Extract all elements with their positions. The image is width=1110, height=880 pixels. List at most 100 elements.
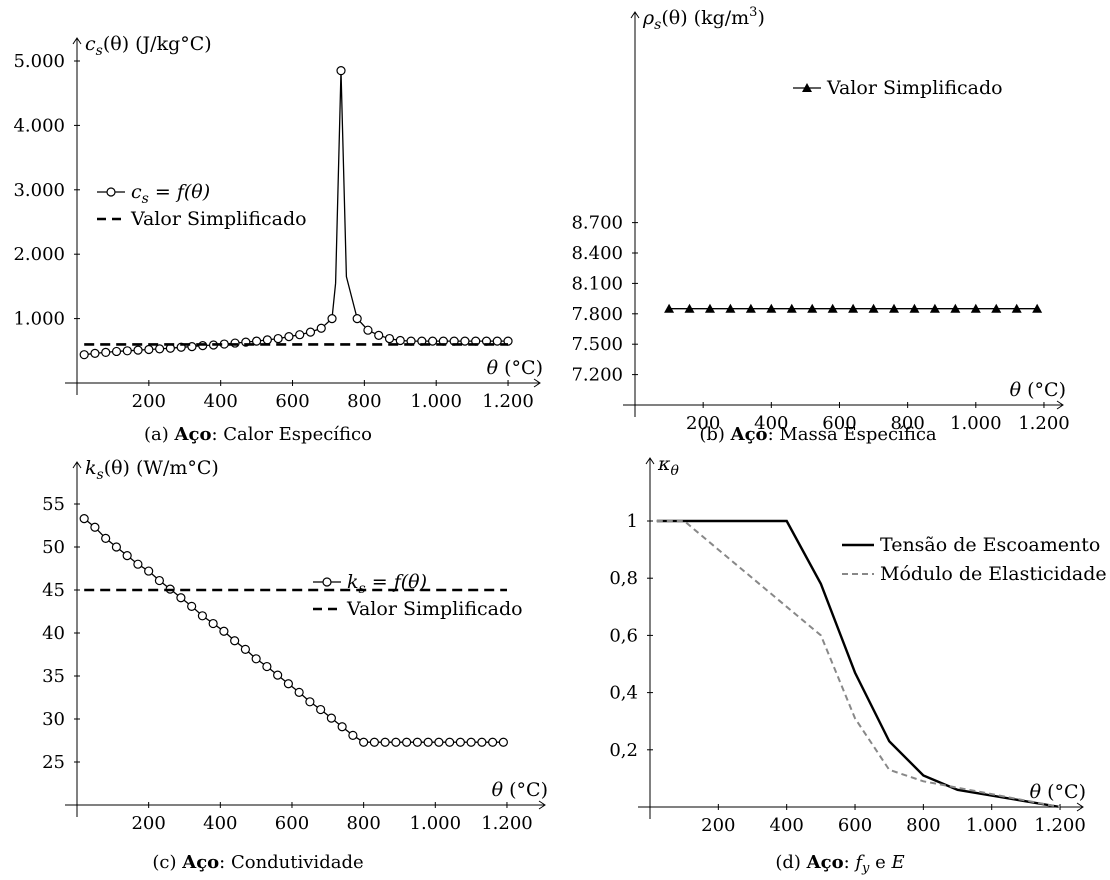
y-tick-label: 0,2 bbox=[609, 740, 638, 761]
data-point bbox=[786, 303, 797, 313]
y-tick-label: 3.000 bbox=[13, 180, 65, 201]
data-point bbox=[766, 303, 777, 313]
data-point bbox=[273, 670, 283, 680]
legend: Tensão de Escoamento Módulo de Elasticida… bbox=[842, 534, 1107, 585]
y-axis-label: ρs(θ) (kg/m3) bbox=[642, 5, 765, 33]
y-tick-label: 30 bbox=[42, 709, 65, 730]
legend: ks = f(θ)Valor Simplificado bbox=[313, 571, 523, 620]
data-point bbox=[316, 704, 326, 715]
x-tick-label: 400 bbox=[204, 391, 238, 412]
data-point bbox=[745, 303, 756, 313]
data-point bbox=[359, 737, 369, 747]
x-axis-label: θ (°C) bbox=[1030, 781, 1086, 803]
x-axis-label: θ (°C) bbox=[1010, 379, 1066, 401]
y-tick-label: 8.100 bbox=[571, 273, 623, 294]
data-point bbox=[294, 687, 304, 697]
data-point bbox=[144, 344, 154, 355]
data-point bbox=[305, 697, 315, 707]
x-tick-label: 800 bbox=[890, 413, 924, 434]
data-point bbox=[374, 330, 384, 340]
series-line-0 bbox=[83, 518, 504, 743]
data-point bbox=[154, 575, 165, 586]
data-point bbox=[664, 303, 675, 313]
x-tick-label: 600 bbox=[275, 813, 309, 834]
data-point bbox=[208, 618, 218, 629]
legend-label: Valor Simplificado bbox=[346, 598, 523, 620]
legend-label: Valor Simplificado bbox=[826, 77, 1003, 99]
data-point bbox=[79, 514, 89, 524]
data-point bbox=[262, 335, 272, 345]
y-tick-label: 0,6 bbox=[609, 625, 638, 646]
chart-d: 200 400 600 800 1.000 1.200 0,2 0,4 0,6 0,8 1 κθ θ (… bbox=[609, 453, 1106, 876]
y-tick-label: 0,8 bbox=[609, 568, 638, 589]
data-point bbox=[363, 325, 373, 335]
panel-caption: (a) Aço: Calor Específico bbox=[144, 424, 372, 445]
x-tick-label: 600 bbox=[822, 413, 856, 434]
data-point bbox=[970, 303, 981, 313]
series-line-0 bbox=[656, 519, 1061, 809]
data-point bbox=[176, 593, 186, 603]
data-point bbox=[498, 737, 508, 747]
x-tick-label: 800 bbox=[347, 391, 381, 412]
x-tick-label: 1.000 bbox=[410, 391, 462, 412]
chart-c: 200 400 600 800 1.000 1.200 25 30 35 40 45 50 55 ks(θ… bbox=[42, 457, 548, 873]
legend: Valor Simplificado bbox=[793, 77, 1003, 99]
x-tick-label: 400 bbox=[770, 815, 804, 836]
x-tick-label: 800 bbox=[906, 815, 940, 836]
data-point bbox=[295, 330, 305, 340]
data-point bbox=[155, 344, 165, 354]
y-tick-label: 7.500 bbox=[571, 334, 623, 355]
data-point bbox=[827, 303, 838, 313]
data-point bbox=[807, 303, 818, 313]
data-point bbox=[991, 303, 1002, 313]
data-point bbox=[909, 303, 920, 313]
legend-label: ks = f(θ) bbox=[347, 571, 427, 597]
legend-label: Tensão de Escoamento bbox=[880, 534, 1100, 556]
data-point bbox=[111, 346, 122, 357]
x-tick-label: 200 bbox=[686, 413, 720, 434]
data-point bbox=[283, 679, 293, 689]
chart-b: 200 400 600 800 1.000 1.200 7.200 7.500 7.800 8.1… bbox=[571, 5, 1069, 445]
data-point bbox=[144, 566, 154, 576]
data-point bbox=[111, 542, 122, 552]
data-point bbox=[251, 654, 261, 664]
data-point bbox=[455, 737, 465, 747]
data-point bbox=[230, 636, 240, 646]
x-tick-label: 800 bbox=[346, 813, 380, 834]
data-point bbox=[428, 336, 438, 346]
x-tick-label: 200 bbox=[132, 391, 166, 412]
data-point bbox=[889, 303, 900, 313]
data-point bbox=[477, 737, 487, 747]
y-tick-label: 50 bbox=[42, 537, 65, 558]
data-point bbox=[284, 332, 294, 342]
panel-caption: (d) Aço: fy e E bbox=[775, 852, 904, 876]
data-point bbox=[305, 327, 316, 337]
x-tick-label: 400 bbox=[754, 413, 788, 434]
x-tick-label: 400 bbox=[203, 813, 237, 834]
data-point bbox=[90, 522, 100, 532]
data-point bbox=[219, 626, 229, 636]
data-point bbox=[395, 335, 405, 346]
y-tick-label: 0,4 bbox=[609, 683, 638, 704]
data-point bbox=[327, 314, 337, 324]
y-axis-arrow bbox=[72, 461, 82, 469]
data-point bbox=[929, 303, 940, 313]
x-axis-arrow bbox=[538, 800, 546, 810]
data-point bbox=[336, 66, 346, 76]
data-point bbox=[230, 338, 240, 348]
legend-marker bbox=[322, 577, 332, 587]
legend-marker bbox=[106, 187, 116, 197]
y-tick-label: 35 bbox=[42, 666, 65, 687]
data-point bbox=[492, 336, 502, 346]
x-tick-label: 1.000 bbox=[410, 813, 462, 834]
data-point bbox=[240, 644, 251, 654]
data-point bbox=[1032, 303, 1043, 313]
y-tick-label: 5.000 bbox=[13, 51, 65, 72]
x-tick-label: 1.200 bbox=[482, 391, 534, 412]
x-axis-label: θ (°C) bbox=[492, 779, 548, 801]
y-tick-label: 1 bbox=[627, 511, 638, 532]
x-axis-arrow bbox=[533, 378, 541, 388]
data-point bbox=[326, 713, 336, 723]
x-tick-label: 1.200 bbox=[481, 813, 533, 834]
